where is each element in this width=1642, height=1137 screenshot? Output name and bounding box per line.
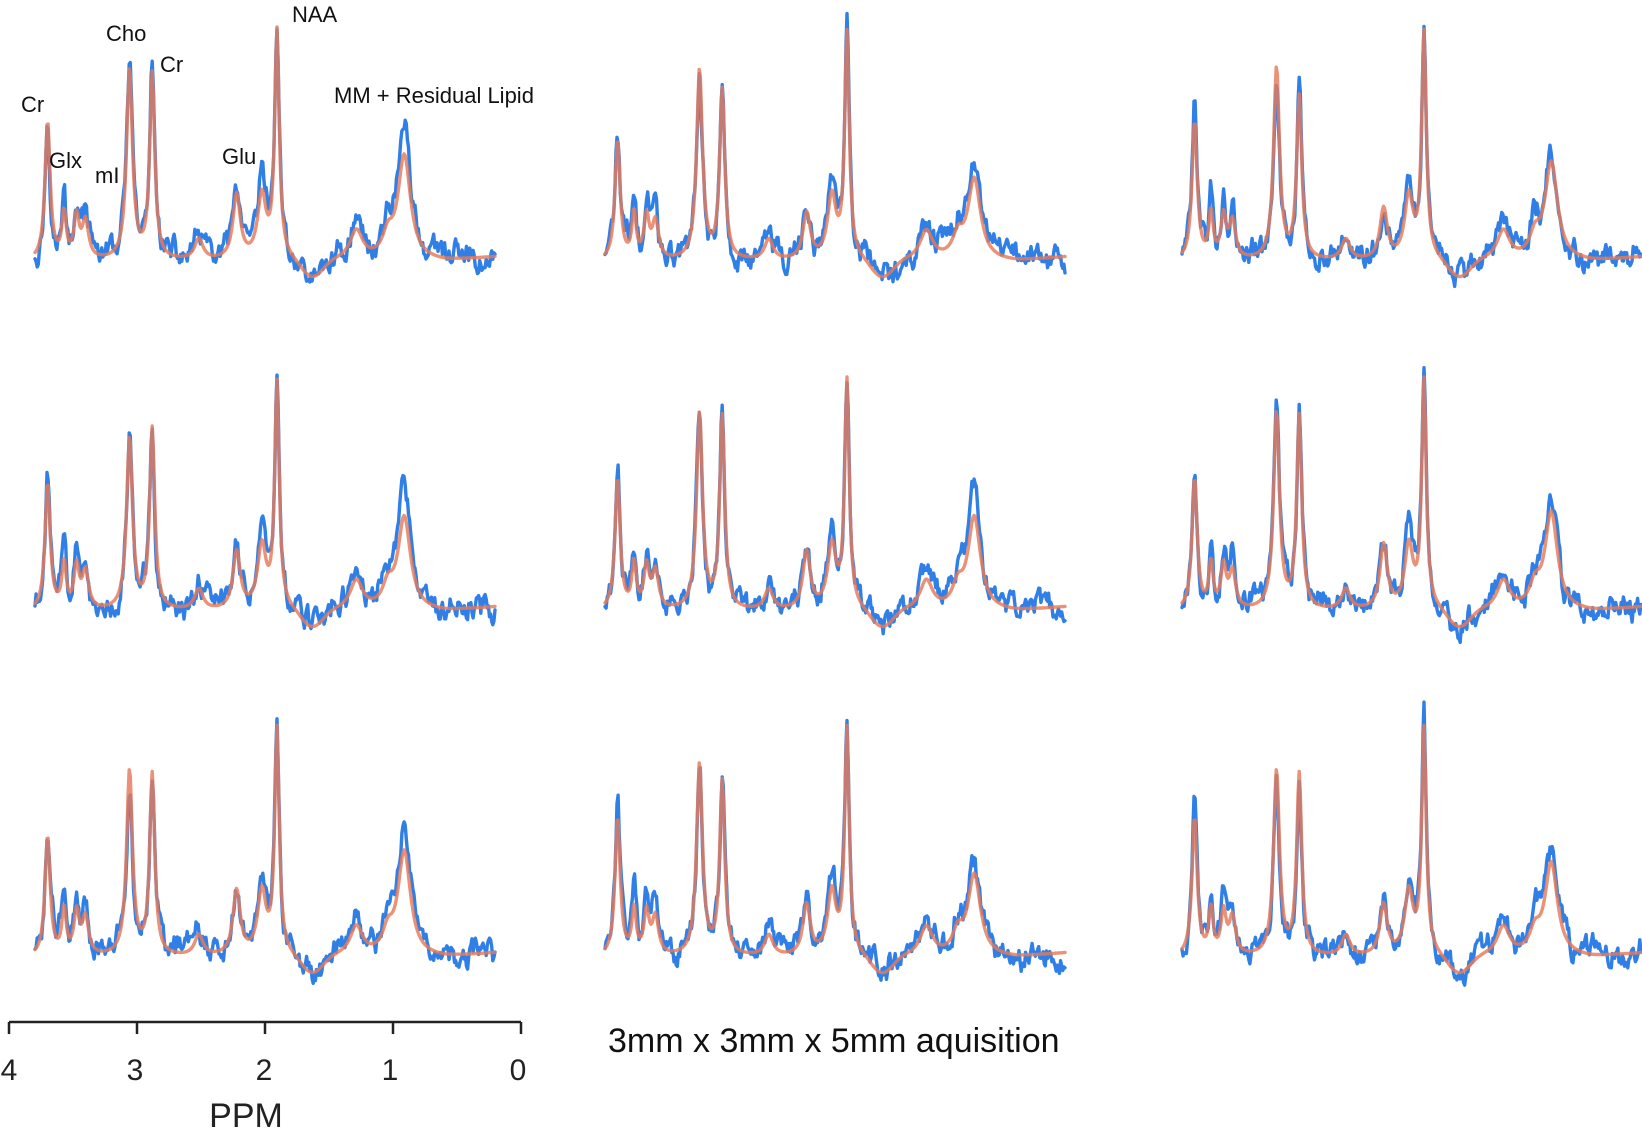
fitted-spectrum-line xyxy=(603,27,1067,279)
peak-label-glu: Glu xyxy=(222,144,256,169)
peak-label-cr-high: Cr xyxy=(21,92,44,117)
measured-spectrum-line xyxy=(603,718,1067,982)
x-tick-label-2: 2 xyxy=(256,1054,273,1087)
fitted-spectrum-line xyxy=(1180,723,1642,975)
peak-label-naa: NAA xyxy=(292,2,338,27)
peak-label-glx: Glx xyxy=(49,148,82,173)
fitted-spectrum-line xyxy=(33,723,497,975)
spectrum-panel-r2-c3 xyxy=(1180,366,1642,645)
spectrum-panel-r3-c3 xyxy=(1180,700,1642,987)
x-tick-label-3: 3 xyxy=(127,1054,144,1087)
peak-annotations: Cr Glx mI Cho Cr Glu NAA MM + Residual L… xyxy=(21,2,534,188)
measured-spectrum-line xyxy=(33,373,497,631)
x-axis-title: PPM xyxy=(209,1097,283,1135)
spectrum-panel-r1-c2 xyxy=(603,11,1067,284)
fitted-spectrum-line xyxy=(33,25,497,279)
x-tick-label-0: 0 xyxy=(510,1054,527,1087)
x-tick-label-4: 4 xyxy=(1,1054,18,1087)
fitted-spectrum-line xyxy=(1180,375,1642,629)
fitted-spectrum-line xyxy=(1180,27,1642,279)
fitted-spectrum-line xyxy=(603,723,1067,975)
measured-spectrum-line xyxy=(33,717,497,985)
spectrum-panel-r2-c1 xyxy=(33,373,497,631)
peak-label-cho: Cho xyxy=(106,21,146,46)
acquisition-caption: 3mm x 3mm x 5mm aquisition xyxy=(608,1022,1060,1060)
x-tick-label-1: 1 xyxy=(382,1054,399,1087)
peak-label-cr: Cr xyxy=(160,52,183,77)
spectra-panels xyxy=(33,11,1642,987)
spectrum-panel-r1-c1 xyxy=(33,25,497,284)
x-axis: 4 3 2 1 0 PPM xyxy=(1,1020,527,1135)
spectrum-panel-r3-c2 xyxy=(603,718,1067,982)
measured-spectrum-line xyxy=(603,381,1067,636)
measured-spectrum-line xyxy=(1180,366,1642,645)
peak-label-mi: mI xyxy=(95,163,119,188)
measured-spectrum-line xyxy=(1180,24,1642,289)
measured-spectrum-line xyxy=(33,27,497,284)
measured-spectrum-line xyxy=(603,11,1067,284)
spectrum-panel-r3-c1 xyxy=(33,717,497,985)
spectrum-panel-r1-c3 xyxy=(1180,24,1642,289)
spectrum-panel-r2-c2 xyxy=(603,375,1067,636)
measured-spectrum-line xyxy=(1180,700,1642,987)
peak-label-mm-lipid: MM + Residual Lipid xyxy=(334,83,534,108)
fitted-spectrum-line xyxy=(603,375,1067,629)
fitted-spectrum-line xyxy=(33,377,497,629)
